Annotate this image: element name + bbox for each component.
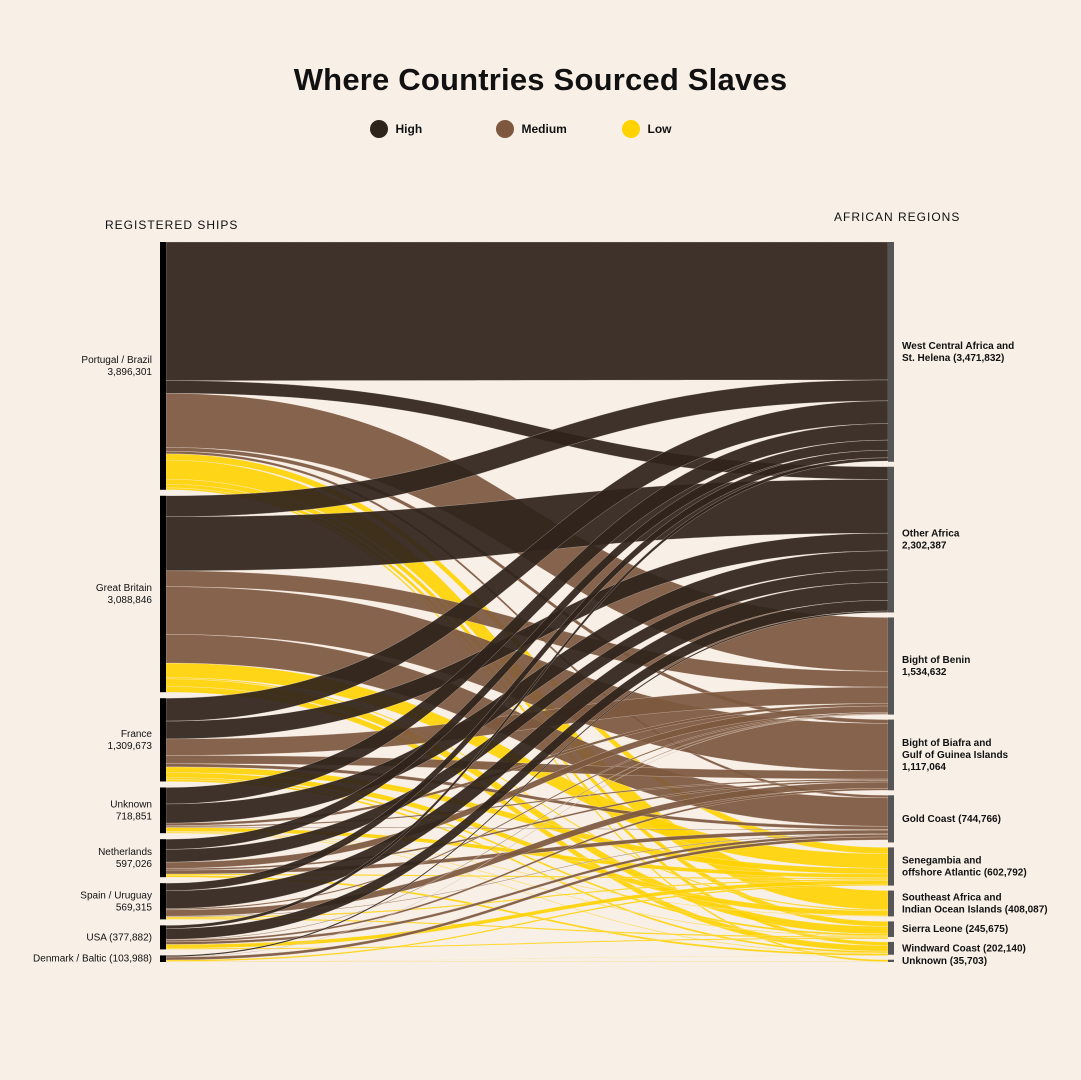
source-label-spain-uruguay: Spain / Uruguay bbox=[80, 890, 152, 901]
target-node-windward-coast bbox=[888, 941, 894, 955]
source-node-netherlands bbox=[160, 839, 166, 878]
target-label-west-central-africa-and-st-helena: West Central Africa and bbox=[902, 341, 1014, 352]
target-label-bight-of-biafra-and-gulf-of-guinea-islands: 1,117,064 bbox=[902, 762, 946, 773]
target-label-bight-of-benin: Bight of Benin bbox=[902, 655, 970, 666]
target-label-bight-of-benin: 1,534,632 bbox=[902, 667, 947, 678]
legend: High Medium Low bbox=[0, 120, 1081, 138]
target-label-senegambia-and-offshore-atlantic: offshore Atlantic (602,792) bbox=[902, 867, 1027, 878]
source-node-spain-uruguay bbox=[160, 883, 166, 920]
flow-portugal-brazil-to-west-central-africa-and-st-helena bbox=[165, 241, 889, 381]
flow-denmark-baltic-to-senegambia-and-offshore-atlantic bbox=[165, 883, 889, 962]
flow-usa-to-sierra-leone bbox=[165, 937, 889, 950]
source-node-usa bbox=[160, 925, 166, 950]
target-label-bight-of-biafra-and-gulf-of-guinea-islands: Gulf of Guinea Islands bbox=[902, 750, 1009, 761]
source-node-denmark-baltic bbox=[160, 955, 166, 962]
target-label-sierra-leone: Sierra Leone (245,675) bbox=[902, 924, 1008, 935]
source-node-portugal-brazil bbox=[160, 242, 166, 490]
source-node-france bbox=[160, 698, 166, 782]
target-node-senegambia-and-offshore-atlantic bbox=[888, 847, 894, 886]
legend-label-low: Low bbox=[647, 122, 672, 136]
source-label-france: France bbox=[121, 729, 153, 740]
legend-item-medium: Medium bbox=[495, 120, 586, 138]
chart-title: Where Countries Sourced Slaves bbox=[293, 62, 788, 97]
target-node-sierra-leone bbox=[888, 921, 894, 937]
source-label-great-britain: Great Britain bbox=[96, 583, 152, 594]
source-label-portugal-brazil: Portugal / Brazil bbox=[81, 355, 152, 366]
legend-swatch-medium bbox=[495, 120, 514, 138]
source-label-netherlands: 597,026 bbox=[116, 859, 153, 870]
target-label-gold-coast: Gold Coast (744,766) bbox=[902, 814, 1001, 825]
source-label-netherlands: Netherlands bbox=[98, 847, 152, 858]
target-node-southeast-africa-and-indian-ocean-islands bbox=[888, 890, 894, 917]
legend-swatch-high bbox=[369, 120, 388, 138]
target-label-unknown: Unknown (35,703) bbox=[902, 956, 987, 967]
target-label-windward-coast: Windward Coast (202,140) bbox=[902, 943, 1026, 954]
legend-item-high: High bbox=[369, 120, 460, 138]
source-label-france: 1,309,673 bbox=[108, 741, 153, 752]
source-label-spain-uruguay: 569,315 bbox=[116, 902, 153, 913]
flow-links bbox=[165, 241, 889, 963]
target-label-bight-of-biafra-and-gulf-of-guinea-islands: Bight of Biafra and bbox=[902, 738, 991, 749]
target-node-bight-of-biafra-and-gulf-of-guinea-islands bbox=[888, 719, 894, 791]
target-node-other-africa bbox=[888, 466, 894, 613]
source-label-portugal-brazil: 3,896,301 bbox=[108, 367, 153, 378]
target-label-senegambia-and-offshore-atlantic: Senegambia and bbox=[902, 855, 981, 866]
target-node-gold-coast bbox=[888, 795, 894, 843]
source-label-unknown: Unknown bbox=[110, 799, 152, 810]
legend-swatch-low bbox=[621, 120, 640, 138]
right-column-heading: AFRICAN REGIONS bbox=[834, 210, 961, 224]
legend-item-low: Low bbox=[621, 120, 712, 138]
target-label-southeast-africa-and-indian-ocean-islands: Southeast Africa and bbox=[902, 892, 1002, 903]
source-label-great-britain: 3,088,846 bbox=[108, 595, 153, 606]
target-label-southeast-africa-and-indian-ocean-islands: Indian Ocean Islands (408,087) bbox=[902, 904, 1048, 915]
target-node-bight-of-benin bbox=[888, 617, 894, 715]
flow-denmark-baltic-to-windward-coast bbox=[165, 955, 889, 962]
target-node-unknown bbox=[888, 959, 894, 962]
target-label-other-africa: Other Africa bbox=[902, 529, 960, 540]
target-node-west-central-africa-and-st-helena bbox=[888, 242, 894, 462]
source-label-denmark-baltic: Denmark / Baltic (103,988) bbox=[33, 954, 152, 965]
source-label-unknown: 718,851 bbox=[116, 811, 153, 822]
target-label-other-africa: 2,302,387 bbox=[902, 541, 947, 552]
left-column-heading: REGISTERED SHIPS bbox=[105, 218, 239, 232]
legend-label-high: High bbox=[395, 122, 423, 136]
target-label-west-central-africa-and-st-helena: St. Helena (3,471,832) bbox=[902, 353, 1004, 364]
source-label-usa: USA (377,882) bbox=[86, 932, 152, 943]
source-node-great-britain bbox=[160, 495, 166, 693]
source-node-unknown bbox=[160, 787, 166, 834]
legend-label-medium: Medium bbox=[521, 122, 567, 136]
